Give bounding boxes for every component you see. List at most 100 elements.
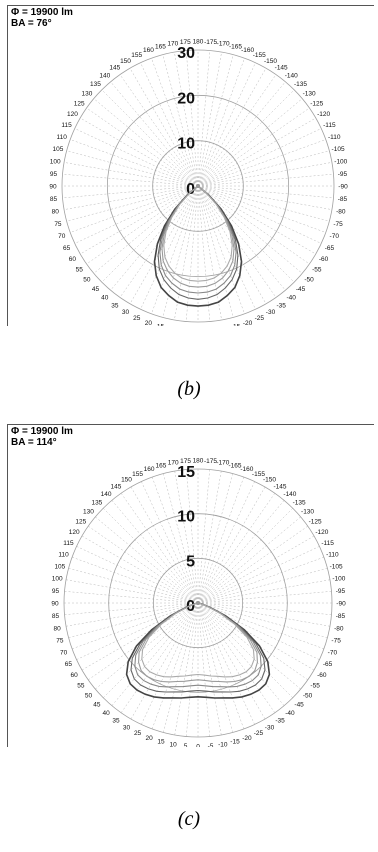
angle-spoke [197,185,295,283]
angle-label: -75 [333,221,343,228]
angle-spoke [185,50,199,187]
angle-spoke [81,535,199,604]
angle-label: 55 [76,267,84,274]
angle-label: -70 [330,233,340,240]
center-point [196,184,200,188]
angle-label: 80 [54,625,62,632]
angle-label: 110 [57,134,68,141]
angle-spoke [197,481,255,604]
angle-spoke [197,62,256,187]
radial-circle [63,468,333,738]
angle-label: 120 [67,111,78,118]
angle-spoke [197,546,320,604]
caption-b: (b) [177,378,201,400]
angle-label: 150 [120,58,131,65]
angle-label: -75 [331,638,341,645]
radial-tick-label: 5 [186,553,195,570]
angle-spoke [174,602,199,736]
angle-spoke [66,150,199,187]
angle-spoke [64,591,199,604]
angle-label: -165 [229,43,242,50]
angle-spoke [197,50,211,187]
angle-spoke [80,185,199,255]
angle-spoke [197,185,322,244]
angle-spoke [162,185,199,318]
angle-label: 15 [157,739,165,746]
angle-label: 100 [52,576,63,583]
angle-label: 115 [63,540,74,547]
angle-label: -90 [336,601,346,608]
angle-spoke [71,556,199,604]
intensity-curve [153,184,243,307]
angle-label: 120 [69,529,80,536]
angle-spoke [74,185,199,244]
angle-spoke [86,185,199,265]
angle-label: 45 [92,286,100,293]
flux-label: Φ = 19900 lm [11,426,73,437]
angle-spoke [197,185,303,274]
angle-label: -90 [338,184,348,191]
angle-spoke [197,185,256,310]
radial-circle [108,513,288,693]
angle-label: -45 [296,286,306,293]
angle-label: 40 [101,295,109,302]
angle-spoke [101,89,199,187]
angle-label: 165 [155,43,166,50]
angle-label: -105 [330,563,343,570]
angle-label: 110 [58,552,69,559]
intensity-curve [130,602,266,693]
angle-label: -150 [264,58,277,65]
angle-label: 115 [61,122,72,129]
angle-spoke [81,602,199,671]
angle-label: -140 [283,491,296,498]
angle-spoke [151,476,199,604]
angle-spoke [197,602,328,638]
angle-label: -100 [332,576,345,583]
angle-spoke [197,568,328,604]
angle-label: -110 [326,552,339,559]
angle-spoke [197,602,331,627]
angle-spoke [197,58,245,187]
angle-label: 130 [81,90,92,97]
angle-spoke [197,591,332,604]
angle-spoke [197,469,210,604]
angle-label: 30 [123,724,131,731]
angle-label: 40 [102,710,110,717]
angle-spoke [197,52,222,187]
angle-spoke [197,602,222,736]
angle-spoke [197,185,326,233]
angle-spoke [186,602,199,737]
angle-label: 60 [71,672,79,679]
angle-spoke [197,602,332,615]
angle-label: -175 [204,39,217,46]
angle-spoke [197,556,325,604]
angle-label: -170 [217,41,230,48]
polar-chart-c: Φ = 19900 lm BA = 114° 0 5 10 15 0 5 10 15 20 25 3… [7,424,374,747]
angle-label: -55 [312,267,322,274]
angle-spoke [163,602,199,733]
angle-label: 10 [170,741,178,747]
angle-label: -125 [309,518,322,525]
angle-label: 145 [109,65,120,72]
angle-label: -170 [216,460,229,467]
polar-plot-b: 0102030051015202530354045505560657075808… [49,39,348,327]
angle-spoke [197,185,310,265]
radial-tick-label: 30 [177,45,195,62]
angle-label: 35 [112,718,120,725]
angle-label: 50 [85,692,93,699]
angle-label: -175 [204,458,217,465]
angle-spoke [163,473,199,604]
angle-spoke [174,185,199,320]
angle-spoke [151,185,199,314]
angle-label: -80 [336,209,346,216]
angle-label: 175 [180,458,191,465]
polar-chart-b: Φ = 19900 lm BA = 76° 010203005101520253… [7,5,374,326]
angle-spoke [93,98,199,187]
angle-spoke [197,81,286,187]
angle-spoke [162,54,199,187]
angle-spoke [197,602,210,737]
angle-spoke [197,128,322,187]
angle-label: 170 [167,41,178,48]
angle-spoke [151,602,199,730]
angle-spoke [140,62,199,187]
